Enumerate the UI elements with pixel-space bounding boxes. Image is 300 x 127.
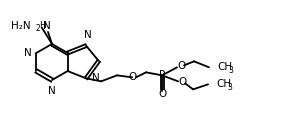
Text: CH: CH	[217, 62, 232, 72]
Text: O: O	[177, 61, 185, 71]
Text: N: N	[43, 21, 51, 31]
Text: CH: CH	[216, 79, 231, 89]
Text: H₂N: H₂N	[11, 21, 31, 31]
Text: O: O	[158, 89, 166, 99]
Text: 3: 3	[228, 66, 233, 75]
Text: N: N	[48, 86, 56, 96]
Text: O: O	[128, 72, 136, 82]
Text: H: H	[39, 21, 45, 30]
Text: P: P	[159, 70, 165, 80]
Text: O: O	[178, 77, 186, 87]
Text: N: N	[84, 30, 92, 40]
Text: 3: 3	[227, 83, 232, 92]
Text: N: N	[24, 48, 32, 58]
Text: 2: 2	[36, 25, 40, 33]
Text: N: N	[92, 73, 100, 83]
